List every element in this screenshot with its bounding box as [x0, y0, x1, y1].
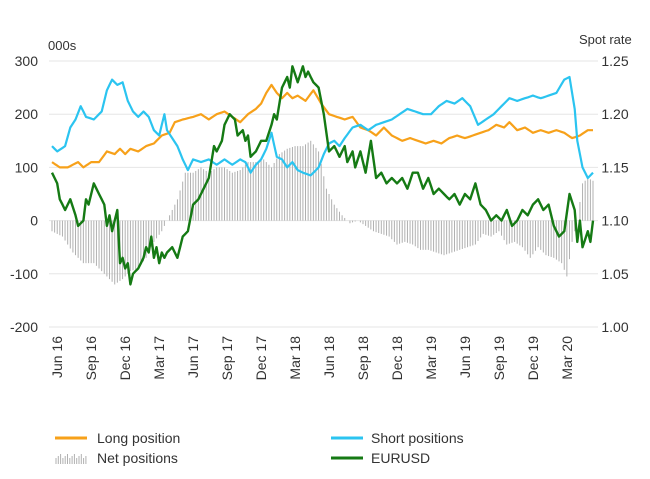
- right-axis-tick-label: 1.15: [601, 159, 628, 175]
- x-axis-tick-label: Mar 18: [287, 336, 303, 380]
- x-axis-tick-label: Dec 18: [389, 336, 405, 381]
- x-axis-tick-label: Sep 19: [491, 336, 507, 381]
- x-axis-tick-label: Mar 19: [423, 336, 439, 380]
- right-axis-tick-label: 1.05: [601, 266, 628, 282]
- x-axis-tick-label: Mar 20: [559, 336, 575, 380]
- left-axis-tick-label: 100: [15, 159, 39, 175]
- right-axis-tick-label: 1.20: [601, 106, 628, 122]
- net-positions-bars: [51, 140, 594, 285]
- x-axis-tick-label: Dec 17: [253, 336, 269, 381]
- x-axis-tick-label: Dec 16: [117, 336, 133, 381]
- eurusd-line: [50, 65, 595, 286]
- right-axis-tick-label: 1.00: [601, 319, 628, 335]
- axes: 300 200 100 0 -100 -200 1.25 1.20 1.15 1.10 1.05 1.…: [10, 53, 629, 380]
- left-axis-tick-label: -100: [10, 266, 38, 282]
- x-axis-tick-label: Jun 19: [457, 336, 473, 378]
- left-axis-tick-label: 0: [30, 213, 38, 229]
- legend-label-long: Long position: [97, 430, 180, 446]
- left-axis-unit-label: 000s: [48, 38, 77, 53]
- left-axis-tick-label: 200: [15, 106, 39, 122]
- legend-label-net: Net positions: [97, 450, 178, 466]
- right-axis-tick-label: 1.25: [601, 53, 628, 69]
- left-axis-tick-label: -200: [10, 319, 38, 335]
- x-axis-tick-label: Sep 17: [219, 336, 235, 381]
- series-lines: [50, 65, 595, 286]
- x-axis-tick-label: Jun 16: [49, 336, 65, 378]
- x-axis-tick-label: Sep 16: [83, 336, 99, 381]
- x-axis-tick-label: Jun 18: [321, 336, 337, 378]
- short-positions-line: [51, 75, 594, 180]
- x-axis-tick-label: Sep 18: [355, 336, 371, 381]
- left-axis-tick-label: 300: [15, 53, 39, 69]
- legend-label-eurusd: EURUSD: [371, 450, 430, 466]
- x-axis-tick-label: Mar 17: [151, 336, 167, 380]
- legend-label-short: Short positions: [371, 430, 464, 446]
- right-axis-tick-label: 1.10: [601, 213, 628, 229]
- x-axis-tick-label: Jun 17: [185, 336, 201, 378]
- right-axis-unit-label: Spot rate: [579, 32, 632, 47]
- legend-swatch-net: [55, 454, 87, 464]
- legend: Long position Short positions Net positi…: [55, 430, 464, 466]
- x-axis-tick-label: Dec 19: [525, 336, 541, 381]
